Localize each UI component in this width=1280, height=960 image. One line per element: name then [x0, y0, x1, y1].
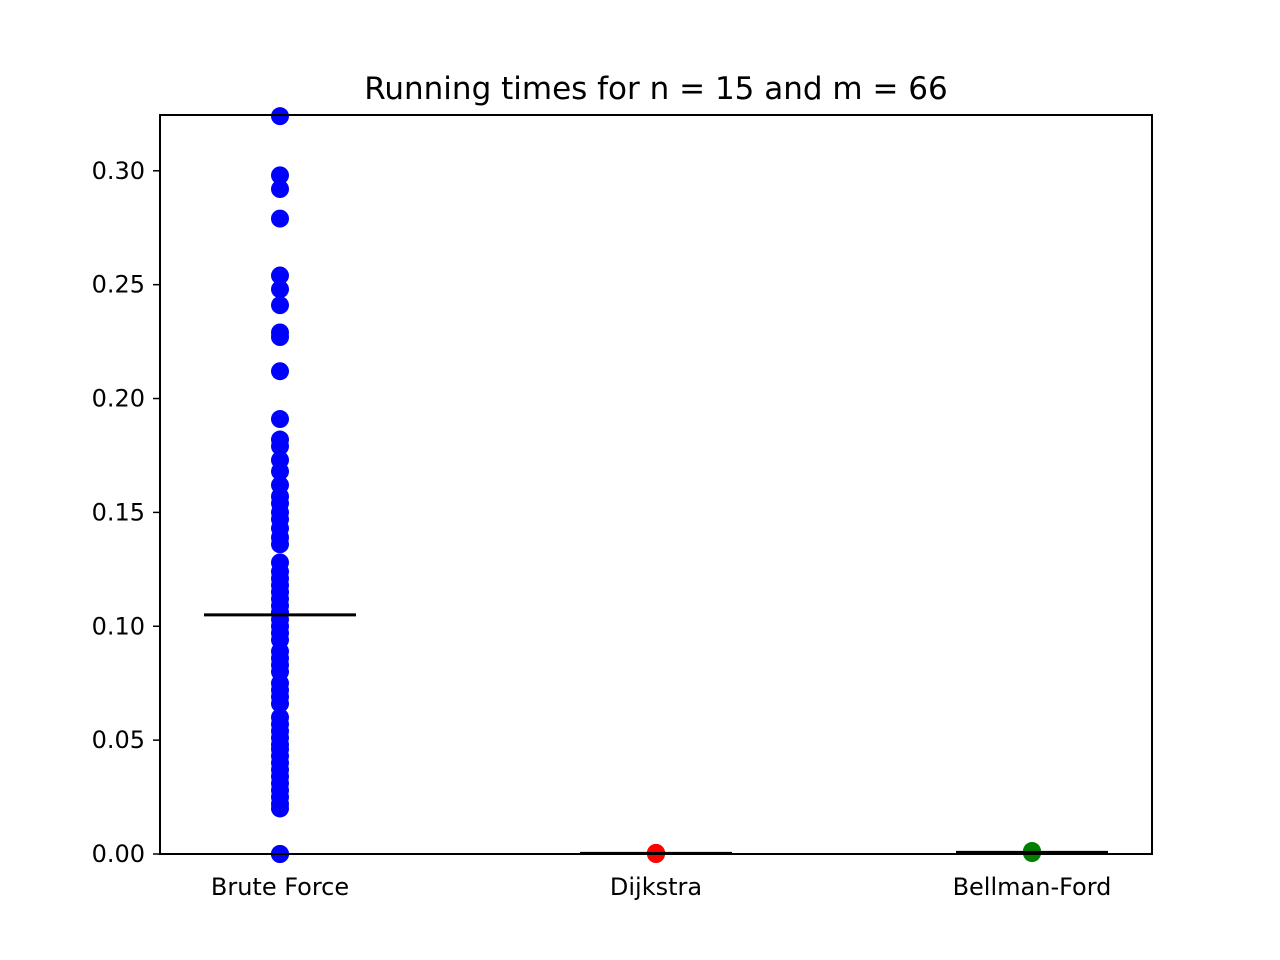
data-point [271, 476, 289, 495]
data-point [271, 180, 289, 199]
data-point [271, 553, 289, 572]
data-point [271, 266, 289, 285]
x-tick-label: Bellman-Ford [953, 873, 1112, 901]
x-axis: Brute Force Dijkstra Bellman-Ford [211, 854, 1112, 901]
y-tick-label: 0.20 [92, 385, 145, 413]
y-tick-label: 0.25 [92, 271, 145, 299]
y-tick-label: 0.05 [92, 726, 145, 754]
y-tick-label: 0.30 [92, 157, 145, 185]
data-point [271, 107, 289, 126]
data-point [271, 708, 289, 727]
data-point [271, 296, 289, 315]
data-point [271, 362, 289, 381]
data-point [271, 410, 289, 429]
x-tick-label: Dijkstra [610, 873, 702, 901]
data-point [271, 430, 289, 449]
plot-frame [159, 114, 1153, 855]
y-axis: 0.00 0.05 0.10 0.15 0.20 0.25 0.30 [92, 157, 160, 868]
y-tick-label: 0.10 [92, 612, 145, 640]
y-tick-label: 0.00 [92, 840, 145, 868]
data-point [271, 451, 289, 470]
data-point [271, 166, 289, 185]
data-point [271, 209, 289, 228]
x-tick-label: Brute Force [211, 873, 349, 901]
data-points [271, 107, 1041, 863]
y-tick-label: 0.15 [92, 498, 145, 526]
data-point [271, 280, 289, 299]
plot-area [160, 115, 1152, 854]
data-point [271, 323, 289, 342]
chart-title: Running times for n = 15 and m = 66 [364, 71, 948, 107]
